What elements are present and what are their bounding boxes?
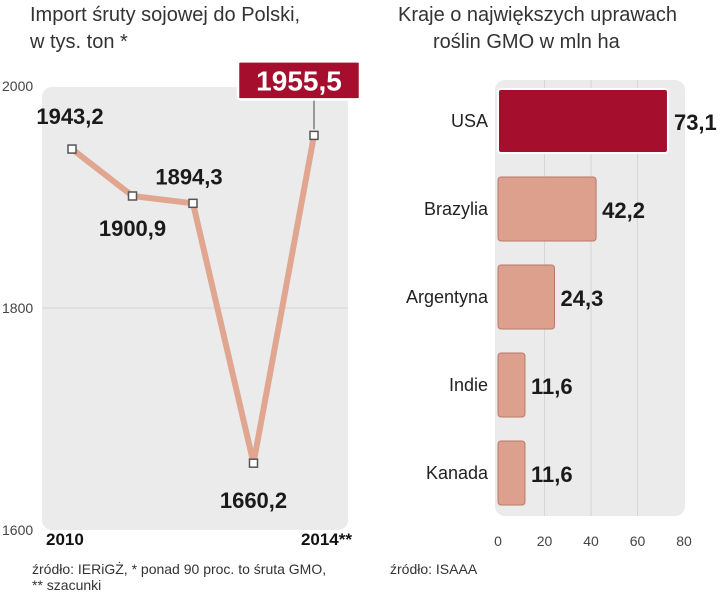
bar-chart-x-ticks: 0 20 40 60 80 [494, 533, 692, 549]
bar-chart-bar [497, 440, 526, 506]
line-chart-source: źródło: IERiGŻ, * ponad 90 proc. to śrut… [32, 560, 326, 577]
bar-chart-value-label: 24,3 [560, 286, 603, 311]
line-chart-title-line-1: Import śruty sojowej do Polski, [30, 4, 300, 26]
line-chart-title-line-2: w tys. ton * [29, 31, 128, 53]
line-chart-y-tick: 2000 [2, 78, 33, 94]
bar-chart-value-labels: 73,1 42,2 24,3 11,6 11,6 [531, 110, 717, 487]
line-chart-point [248, 458, 259, 468]
bar-chart: Kraje o największych uprawach roślin GMO… [390, 4, 717, 577]
bar-chart-x-tick: 0 [494, 533, 502, 549]
bar-chart-source: źródło: ISAAA [390, 561, 478, 577]
bar-chart-title-line-2: roślin GMO w mln ha [433, 31, 621, 53]
bar-chart-bar [497, 352, 526, 418]
line-chart: Import śruty sojowej do Polski, w tys. t… [2, 4, 362, 593]
line-chart-value-label: 1894,3 [155, 164, 222, 189]
bar-chart-x-tick: 40 [583, 533, 599, 549]
bar-chart-value-label: 11,6 [531, 374, 573, 399]
bar-chart-value-label: 73,1 [674, 110, 717, 135]
bar-chart-bar [497, 176, 597, 242]
line-chart-point [309, 130, 319, 141]
bar-chart-value-label: 11,6 [531, 462, 573, 487]
bar-chart-title-line-1: Kraje o największych uprawach [398, 4, 677, 26]
line-chart-point [188, 198, 198, 209]
bar-chart-category-label: Argentyna [406, 287, 489, 307]
bar-chart-bar [497, 264, 555, 330]
line-chart-point [67, 144, 77, 154]
bar-chart-category-label: Indie [449, 375, 488, 395]
line-chart-point [127, 191, 138, 201]
bar-chart-category-label: USA [451, 111, 488, 131]
line-chart-value-label: 1660,2 [220, 488, 287, 513]
line-chart-value-labels: 1943,2 1900,9 1894,3 1660,2 1955,5 [36, 60, 362, 513]
bar-chart-bars [497, 88, 669, 506]
line-chart-value-label: 1900,9 [99, 216, 166, 241]
bar-chart-value-label: 42,2 [602, 198, 645, 223]
line-chart-series [67, 130, 319, 468]
bar-chart-x-tick: 60 [630, 533, 646, 549]
line-chart-y-ticks: 1600 1800 2000 [2, 78, 33, 538]
bar-chart-bar [497, 88, 669, 154]
line-chart-x-tick-first: 2010 [46, 530, 84, 549]
line-chart-y-tick: 1600 [2, 522, 33, 538]
bar-chart-category-labels: USA Brazylia Argentyna Indie Kanada [406, 111, 489, 483]
line-chart-y-tick: 1800 [2, 300, 33, 316]
line-chart-value-label: 1943,2 [36, 104, 103, 129]
bar-chart-category-label: Kanada [426, 463, 489, 483]
line-chart-x-tick-last: 2014** [301, 530, 352, 549]
bar-chart-x-tick: 20 [537, 533, 553, 549]
bar-chart-category-label: Brazylia [424, 199, 489, 219]
line-chart-source-note: ** szacunki [32, 577, 101, 593]
line-chart-value-label-highlight: 1955,5 [256, 65, 342, 96]
bar-chart-x-tick: 80 [676, 533, 692, 549]
line-chart-highlight-box [236, 60, 362, 101]
